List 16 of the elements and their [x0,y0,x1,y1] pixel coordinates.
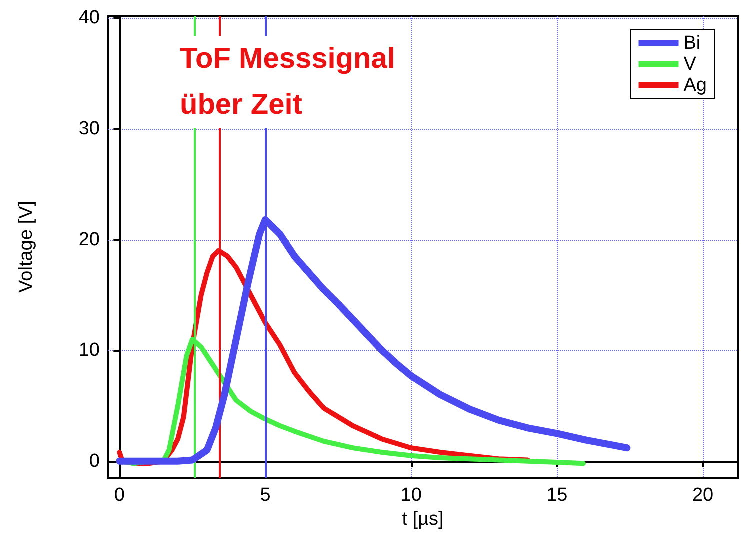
annotation: ToF Messsignal über Zeit [180,43,396,121]
x-tick-label: 15 [546,485,568,506]
x-tick-label: 5 [260,485,271,506]
y-tick-label: 20 [78,229,100,250]
x-tick-label: 0 [114,485,125,506]
x-axis-title: t [µs] [402,508,444,530]
y-tick-label: 30 [78,118,100,140]
y-axis-title: Voltage [V] [16,201,37,293]
legend-label: Bi [684,33,701,54]
y-tick-label: 0 [89,450,100,472]
x-tick-label: 10 [400,485,422,506]
y-tick-label: 10 [78,340,100,362]
y-tick-label: 40 [78,8,100,29]
legend-label: Ag [684,75,708,96]
x-tick-label: 20 [692,485,714,506]
legend-label: V [684,54,697,75]
